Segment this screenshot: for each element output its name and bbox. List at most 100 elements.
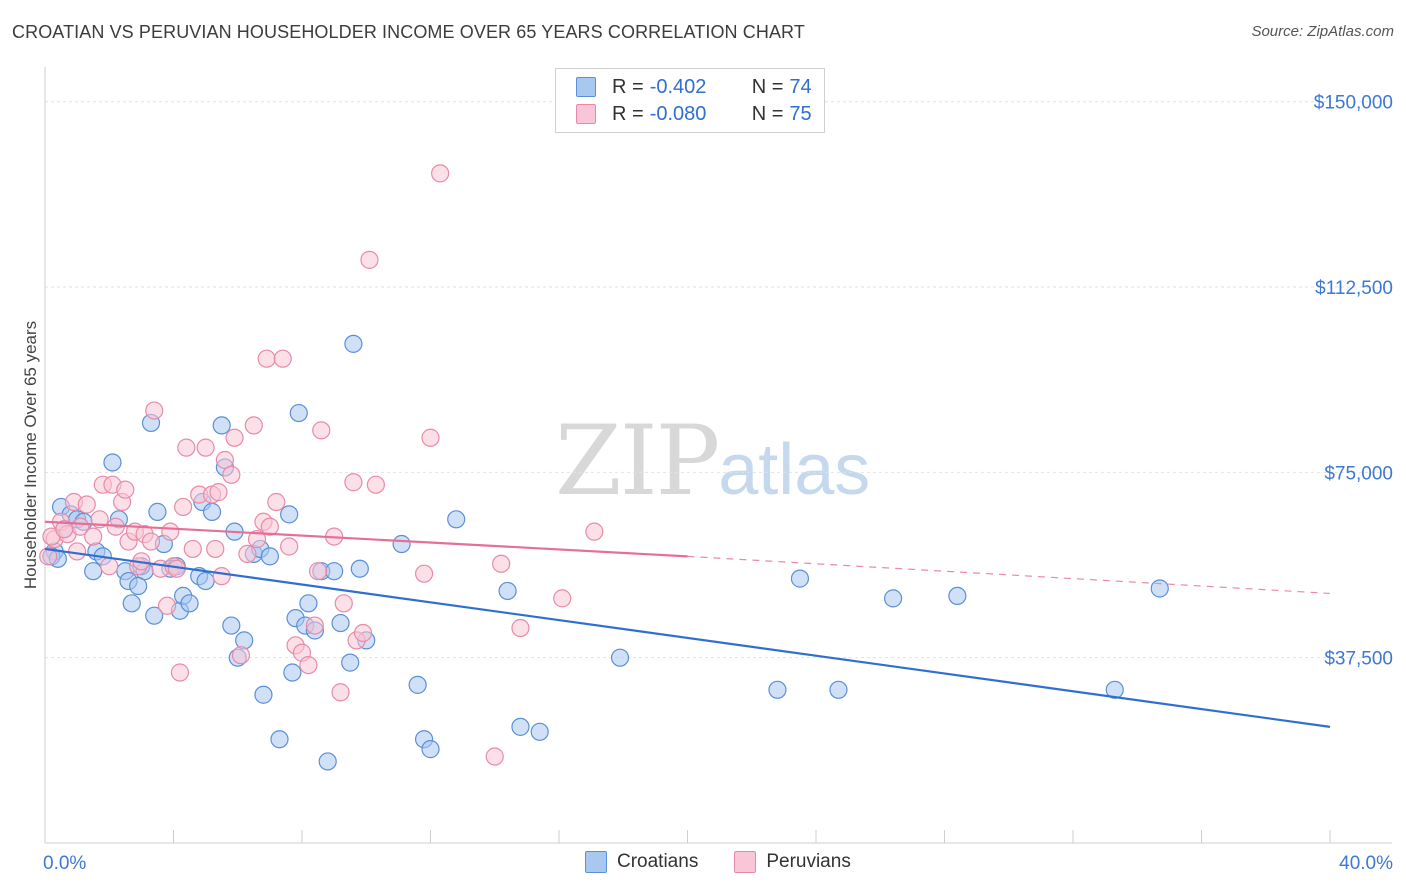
legend-n-value: 75 [789, 102, 812, 125]
peruvians-point [421, 428, 440, 447]
peruvians-point [331, 683, 350, 702]
peruvians-trend-extension [687, 555, 1331, 595]
croatians-point [447, 510, 466, 529]
peruvians-point [170, 663, 190, 682]
peruvians-trend-line [44, 520, 688, 558]
legend-r-value: -0.402 [649, 75, 707, 98]
peruvians-point [366, 475, 385, 494]
croatians-point [325, 562, 344, 581]
peruvians-point [196, 438, 215, 457]
croatians-point [331, 613, 350, 633]
croatians-point [392, 534, 411, 554]
y-tick-label: $75,000 [1324, 463, 1393, 484]
croatians-point [421, 740, 440, 759]
source-label: Source: ZipAtlas.com [1251, 23, 1394, 40]
peruvians-point [312, 421, 331, 440]
peruvians-point [116, 480, 135, 499]
croatians-point [122, 594, 141, 613]
croatians-point [280, 505, 299, 524]
legend-n-label: N = [751, 75, 784, 98]
croatians-point [318, 752, 337, 771]
watermark-zip: ZIP [555, 405, 720, 517]
legend-r-label: R = [612, 102, 644, 125]
legend-item-peruvians: Peruvians [734, 851, 851, 873]
legend-row-croatians: R = -0.402 N = 74 [576, 75, 812, 99]
peruvians-point [360, 250, 379, 269]
croatians-point [883, 589, 903, 608]
croatians-point [790, 569, 810, 588]
legend-label-peruvians: Peruvians [766, 851, 851, 872]
peruvians-point [492, 554, 511, 573]
croatians-point [408, 675, 427, 694]
croatians-point [145, 606, 164, 625]
peruvians-point [212, 567, 231, 586]
peruvians-point [174, 497, 193, 517]
peruvians-point [414, 564, 434, 583]
peruvians-point [68, 542, 87, 561]
legend-swatch-croatians [585, 851, 607, 873]
legend-swatch-peruvians [734, 851, 757, 873]
peruvians-point [247, 529, 267, 549]
peruvians-point [585, 522, 604, 541]
peruvians-point [280, 537, 299, 556]
legend-r-value: -0.080 [649, 102, 707, 125]
peruvians-point [431, 164, 450, 183]
croatians-point [283, 663, 302, 682]
peruvians-point [183, 539, 202, 559]
peruvians-point [273, 349, 292, 368]
peruvians-point [244, 416, 263, 435]
peruvians-point [485, 747, 504, 766]
croatians-point [1105, 680, 1124, 699]
legend-swatch-peruvians [576, 104, 596, 124]
croatians-point [235, 631, 254, 650]
peruvians-point [260, 517, 279, 536]
peruvians-point [334, 594, 353, 613]
peruvians-point [231, 646, 251, 665]
croatians-point [299, 594, 318, 613]
croatians-point [196, 571, 215, 591]
croatians-point [212, 416, 231, 435]
croatians-point [350, 559, 369, 578]
croatians-point [341, 653, 360, 672]
peruvians-point [267, 492, 286, 512]
peruvians-point [299, 655, 318, 675]
croatians-point [129, 576, 148, 596]
peruvians-point [100, 557, 119, 576]
correlation-legend: R = -0.402 N = 74 R = -0.080 N = 75 [555, 68, 825, 133]
peruvians-point [238, 544, 257, 563]
croatians-point [610, 648, 630, 667]
croatians-point [530, 722, 549, 741]
watermark-atlas: atlas [718, 430, 871, 510]
croatians-point [1150, 579, 1169, 598]
croatians-point [202, 502, 222, 521]
legend-item-croatians: Croatians [585, 851, 698, 873]
y-tick-label: $112,500 [1315, 278, 1393, 299]
croatians-point [511, 717, 530, 736]
peruvians-point [77, 495, 96, 514]
series-legend: Croatians Peruvians [585, 851, 887, 873]
croatians-point [84, 562, 103, 581]
peruvians-point [177, 438, 196, 457]
croatians-point [948, 586, 967, 606]
legend-n-label: N = [751, 102, 784, 125]
x-tick-label: 0.0% [43, 853, 86, 874]
croatians-point [270, 730, 289, 749]
watermark: ZIPatlas [555, 405, 870, 517]
peruvians-point [257, 349, 276, 368]
croatians-point [344, 334, 363, 353]
peruvians-point [308, 562, 328, 581]
croatians-point [829, 680, 848, 699]
peruvians-point [206, 539, 225, 559]
y-tick-label: $150,000 [1314, 93, 1393, 114]
croatians-point [289, 403, 308, 423]
peruvians-point [145, 401, 164, 420]
peruvians-point [353, 623, 373, 643]
croatians-point [180, 594, 199, 613]
croatians-point [260, 547, 279, 566]
peruvians-point [55, 520, 74, 539]
chart-title: CROATIAN VS PERUVIAN HOUSEHOLDER INCOME … [12, 22, 805, 42]
croatians-point [148, 502, 167, 521]
peruvians-point [209, 483, 228, 502]
legend-row-peruvians: R = -0.080 N = 75 [576, 102, 812, 126]
